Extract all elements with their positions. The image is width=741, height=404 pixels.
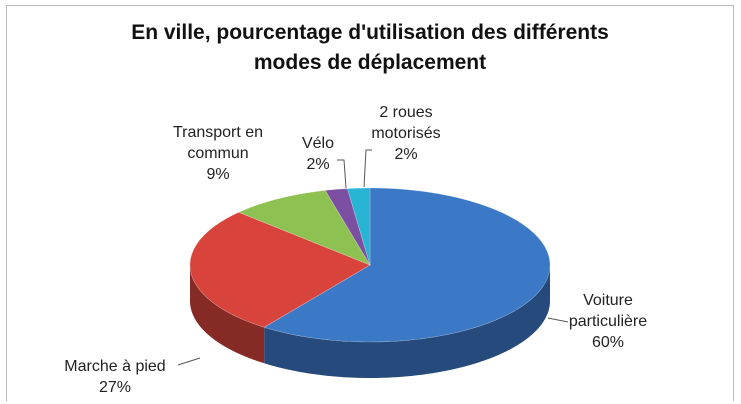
pie-slice	[238, 190, 371, 266]
data-label: 2 roues motorisés 2%	[361, 102, 451, 165]
category-label: Vélo	[301, 135, 335, 152]
data-label: Vélo 2%	[288, 133, 348, 175]
value-label: 2%	[394, 146, 418, 163]
category-label: Transport en commun	[172, 124, 264, 162]
value-label: 2%	[306, 156, 330, 173]
category-label: Marche à pied	[64, 358, 166, 375]
category-label: Voiture particulière	[568, 292, 648, 330]
leader-line	[363, 149, 372, 188]
data-label: Voiture particulière 60%	[553, 290, 663, 353]
value-label: 60%	[591, 334, 625, 351]
pie-sides	[190, 265, 550, 378]
pie-slice	[189, 211, 371, 328]
leader-line	[177, 357, 201, 366]
pie-slice	[324, 188, 371, 266]
pie-slice	[263, 187, 551, 343]
value-label: 9%	[206, 166, 230, 183]
leader-line	[547, 317, 569, 323]
chart-title: En ville, pourcentage d'utilisation des …	[131, 21, 609, 74]
data-label: Transport en commun 9%	[163, 122, 273, 185]
pie-slice-side	[264, 265, 550, 378]
pie-tops	[189, 187, 551, 343]
chart-frame	[6, 5, 734, 401]
pie-slice	[347, 187, 371, 266]
value-label: 27%	[98, 379, 132, 396]
data-label: Marche à pied 27%	[35, 356, 195, 398]
leader-line	[337, 159, 347, 189]
category-label: 2 roues motorisés	[371, 104, 441, 142]
pie-slice-side	[190, 265, 265, 364]
